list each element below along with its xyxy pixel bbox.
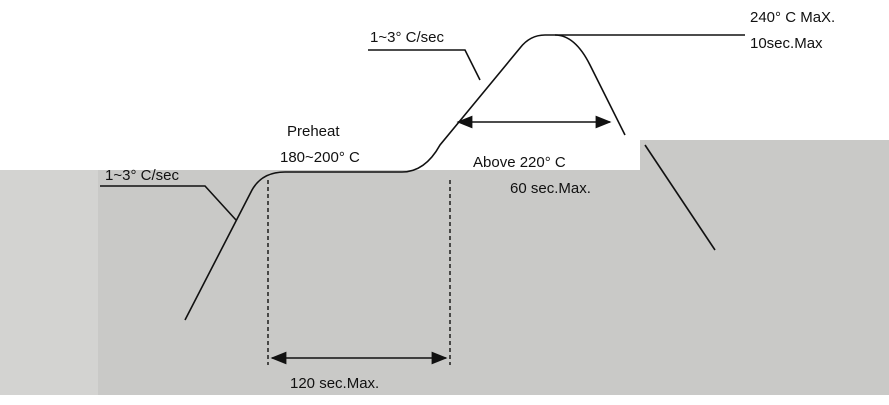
temperature-curve [644, 144, 716, 251]
label: 1~3° C/sec [105, 167, 179, 184]
temperature-curve [184, 34, 626, 321]
leader-line [100, 185, 237, 221]
label: 10sec.Max [750, 35, 823, 52]
label: 180~200° C [280, 149, 360, 166]
background-panel [640, 140, 889, 395]
label: 60 sec.Max. [510, 180, 591, 197]
label: 1~3° C/sec [370, 29, 444, 46]
label: 120 sec.Max. [290, 375, 379, 392]
leader-line [368, 49, 481, 81]
label: 240° C MaX. [750, 9, 835, 26]
label: Above 220° C [473, 154, 566, 171]
background-panel [0, 170, 98, 395]
label: Preheat [287, 123, 340, 140]
